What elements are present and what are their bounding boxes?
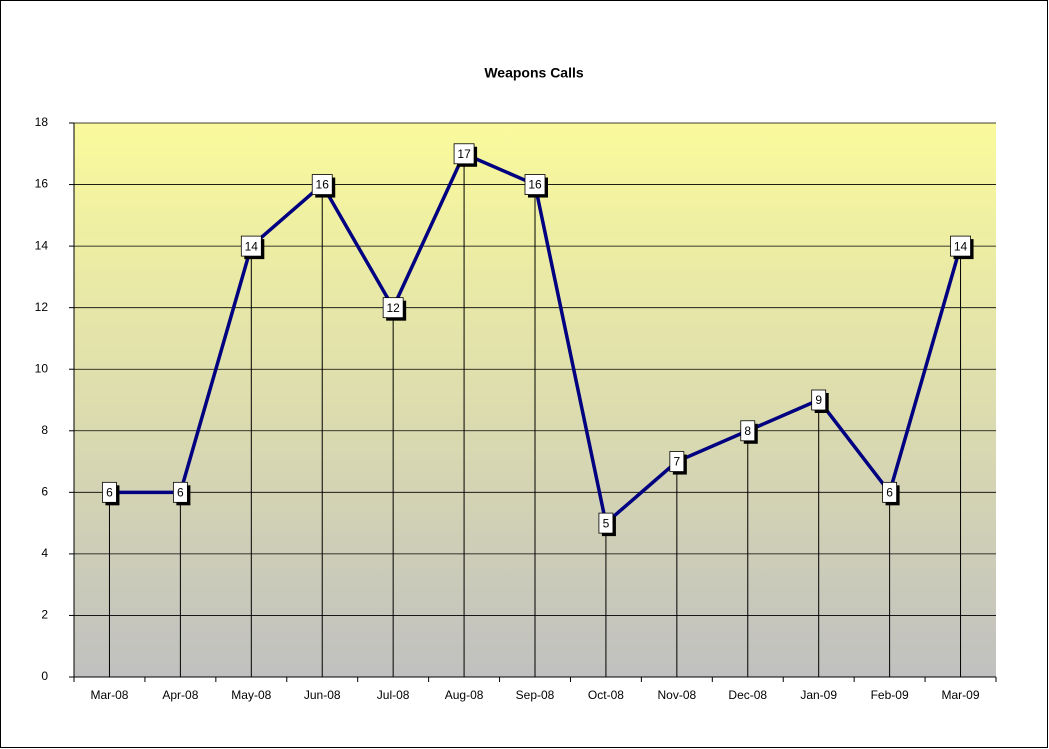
x-tick-label: Aug-08	[445, 688, 484, 702]
data-label-box	[102, 481, 117, 503]
chart-title: Weapons Calls	[484, 65, 584, 81]
x-tick-label: May-08	[231, 688, 271, 702]
data-label-box	[311, 174, 333, 195]
data-label: 16	[316, 178, 330, 192]
y-tick-label: 10	[35, 361, 49, 375]
y-tick-label: 12	[35, 300, 49, 314]
x-tick-label: Jan-09	[800, 688, 837, 702]
y-tick-label: 18	[35, 115, 49, 129]
y-tick-label: 8	[41, 423, 48, 437]
x-tick-label: Jun-08	[304, 688, 341, 702]
x-tick-label: Apr-08	[162, 688, 198, 702]
data-label-box	[950, 235, 971, 257]
data-label: 5	[603, 516, 610, 530]
y-tick-label: 6	[41, 485, 48, 499]
x-tick-label: Feb-09	[871, 688, 909, 702]
data-label: 14	[954, 239, 968, 253]
data-label-box	[811, 389, 827, 411]
data-label: 12	[386, 301, 400, 315]
data-label-box	[240, 235, 262, 257]
y-tick-label: 0	[41, 669, 48, 683]
x-tick-label: Mar-08	[90, 688, 128, 702]
data-label: 9	[815, 393, 822, 407]
y-tick-label: 14	[35, 238, 49, 252]
data-label: 14	[245, 239, 259, 253]
x-tick-label: Mar-09	[942, 688, 980, 702]
x-tick-label: Dec-08	[728, 688, 767, 702]
data-label-box	[740, 420, 756, 442]
data-label-box	[382, 297, 404, 319]
data-label: 6	[106, 486, 113, 500]
data-label: 17	[457, 147, 471, 161]
data-label: 16	[528, 178, 542, 192]
x-tick-label: Sep-08	[516, 688, 555, 702]
data-label: 6	[886, 486, 893, 500]
data-label-box	[172, 481, 188, 503]
x-tick-label: Nov-08	[658, 688, 697, 702]
data-label-box	[524, 174, 546, 195]
data-label: 6	[177, 486, 184, 500]
data-label: 8	[744, 424, 751, 438]
x-tick-label: Oct-08	[588, 688, 624, 702]
y-tick-label: 16	[35, 177, 49, 191]
data-label-box	[882, 481, 898, 503]
data-label-box	[453, 143, 475, 165]
y-tick-label: 4	[41, 546, 48, 560]
y-tick-label: 2	[41, 608, 48, 622]
data-label-box	[669, 451, 685, 472]
data-label-box	[598, 512, 614, 534]
x-tick-label: Jul-08	[377, 688, 410, 702]
data-label: 7	[674, 455, 681, 469]
